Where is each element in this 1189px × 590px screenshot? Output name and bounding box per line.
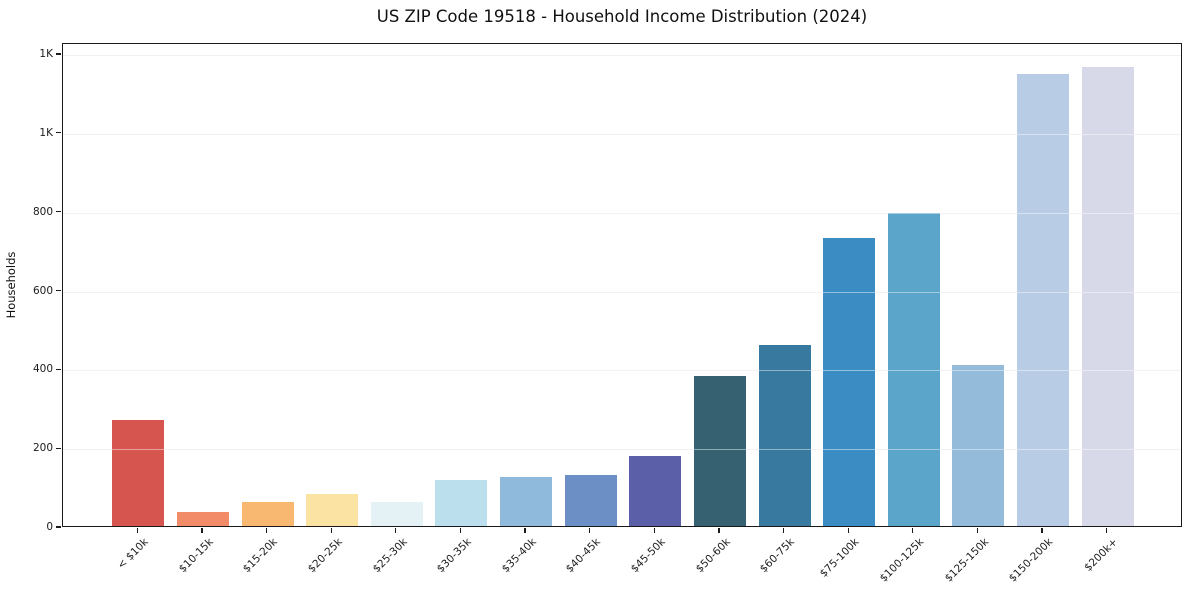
- y-tick-label-600: 600: [32, 284, 53, 297]
- y-tick-200: [56, 447, 61, 449]
- x-tick-label-13: $100-125k: [877, 536, 927, 585]
- x-tick-label-4: $20-25k: [305, 536, 345, 576]
- y-tick-600: [56, 289, 61, 292]
- x-tick-label-9: $45-50k: [628, 536, 668, 576]
- x-tick-label-16: $200k+: [1082, 536, 1121, 574]
- x-tick-7: [524, 528, 526, 533]
- y-tick-label-1200: 1K: [39, 48, 53, 61]
- gridline-overlay-600: [63, 291, 1181, 293]
- x-tick-label-1: < $10k: [115, 536, 151, 572]
- x-tick-label-6: $30-35k: [434, 536, 474, 576]
- gridline-overlay-400: [63, 370, 1181, 372]
- bar-200k+: [1081, 66, 1134, 526]
- y-tick-1200: [56, 53, 61, 55]
- x-tick-14: [976, 528, 979, 533]
- x-tick-13: [912, 528, 914, 533]
- gridline-1000: [63, 133, 1181, 135]
- x-tick-label-14: $125-150k: [942, 536, 991, 585]
- x-tick-4: [330, 528, 332, 533]
- bar-10k: [112, 419, 165, 526]
- bar-150-200k: [1017, 74, 1070, 526]
- bar-75-100k: [823, 237, 876, 526]
- y-tick-400: [56, 368, 61, 370]
- bar-125-150k: [952, 365, 1005, 526]
- x-tick-label-12: $75-100k: [817, 536, 862, 580]
- gridline-1200: [63, 55, 1181, 57]
- y-tick-label-400: 400: [32, 363, 53, 376]
- y-tick-800: [56, 211, 61, 213]
- y-axis-label: Households: [4, 251, 18, 319]
- x-tick-label-10: $50-60k: [693, 536, 733, 576]
- bar-15-20k: [241, 502, 294, 526]
- gridline-200: [63, 449, 1181, 451]
- chart-title: US ZIP Code 19518 - Household Income Dis…: [376, 7, 868, 26]
- x-tick-16: [1106, 528, 1108, 533]
- bar-35-40k: [500, 477, 553, 526]
- y-tick-label-800: 800: [32, 205, 53, 218]
- x-tick-11: [782, 528, 785, 533]
- y-tick-0: [56, 526, 61, 528]
- x-tick-label-5: $25-30k: [370, 536, 410, 576]
- gridline-overlay-200: [63, 449, 1181, 451]
- gridline-overlay-1000: [63, 133, 1181, 135]
- bar-10-15k: [176, 512, 229, 526]
- gridline-800: [63, 212, 1181, 214]
- x-tick-label-2: $10-15k: [176, 536, 216, 576]
- x-tick-8: [589, 528, 591, 533]
- gridline-overlay-1200: [63, 55, 1181, 57]
- bar-20-25k: [306, 493, 359, 526]
- bar-50-60k: [693, 375, 746, 526]
- x-tick-label-7: $35-40k: [499, 536, 539, 576]
- x-tick-6: [459, 528, 462, 533]
- x-tick-10: [718, 528, 720, 533]
- y-tick-label-0: 0: [46, 521, 53, 533]
- bar-45-50k: [629, 456, 682, 526]
- x-tick-2: [201, 528, 203, 533]
- bar-100-125k: [887, 212, 940, 526]
- bar-30-35k: [435, 480, 488, 526]
- bar-40-45k: [564, 474, 617, 526]
- plot-inner: [63, 44, 1181, 526]
- x-tick-1: [136, 528, 138, 533]
- x-tick-5: [395, 528, 397, 533]
- y-tick-label-200: 200: [32, 442, 53, 455]
- x-tick-12: [847, 528, 849, 533]
- gridline-600: [63, 291, 1181, 293]
- x-tick-label-3: $15-20k: [240, 536, 281, 576]
- bar-60-75k: [758, 344, 811, 526]
- x-tick-label-11: $60-75k: [757, 536, 798, 576]
- gridline-400: [63, 370, 1181, 372]
- x-tick-15: [1041, 528, 1043, 533]
- x-tick-3: [265, 528, 268, 533]
- bar-25-30k: [370, 501, 423, 526]
- x-tick-9: [653, 528, 655, 533]
- y-tick-label-1000: 1K: [39, 126, 53, 139]
- x-tick-label-8: $40-45k: [564, 536, 604, 576]
- gridline-overlay-800: [63, 212, 1181, 214]
- x-tick-label-15: $150-200k: [1007, 536, 1056, 585]
- y-tick-1000: [56, 132, 61, 134]
- plot-area: [62, 43, 1182, 527]
